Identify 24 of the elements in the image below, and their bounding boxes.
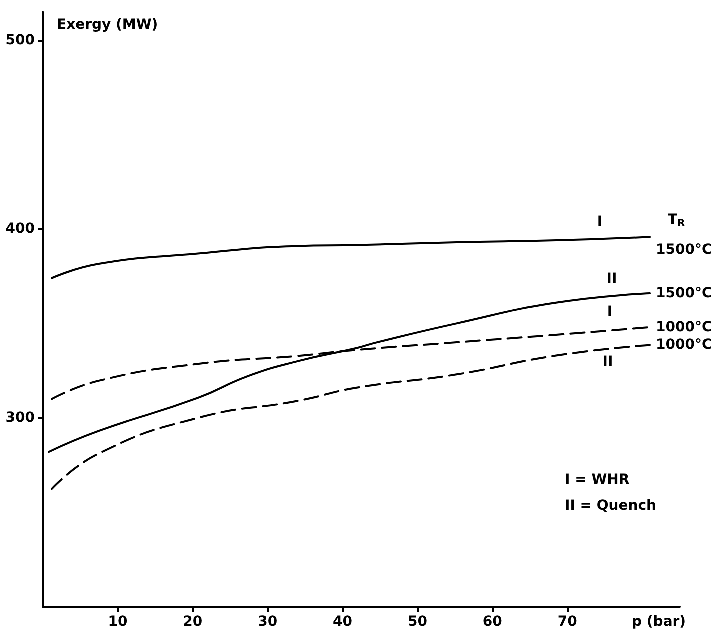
x-tick-label: 50 [408, 614, 428, 630]
x-tick-label: 60 [482, 614, 503, 630]
y-axis-title: Exergy (MW) [57, 17, 158, 33]
annotation: I [607, 304, 613, 320]
series-label: 1500°C [656, 242, 712, 258]
x-tick-label: 70 [558, 614, 578, 630]
series-label: 1000°C [656, 319, 712, 336]
x-tick-label: 10 [108, 614, 128, 630]
y-tick-label: 300 [6, 410, 36, 426]
annotation: II = Quench [565, 498, 656, 514]
series-label: 1500°C [656, 285, 712, 302]
annotation: I = WHR [565, 472, 630, 488]
x-tick-label: 20 [183, 614, 203, 630]
line-series [48, 292, 652, 454]
series-label: 1000°C [656, 337, 712, 354]
x-tick-label: 40 [333, 614, 353, 630]
x-tick-label: 30 [258, 614, 278, 630]
annotation: II [606, 271, 618, 287]
annotation: II [602, 354, 614, 370]
y-tick-label: 400 [6, 221, 36, 238]
line-series [50, 344, 652, 490]
x-axis-title: p (bar) [632, 614, 686, 630]
y-tick-label: 500 [6, 32, 36, 48]
annotation: I [597, 214, 603, 230]
